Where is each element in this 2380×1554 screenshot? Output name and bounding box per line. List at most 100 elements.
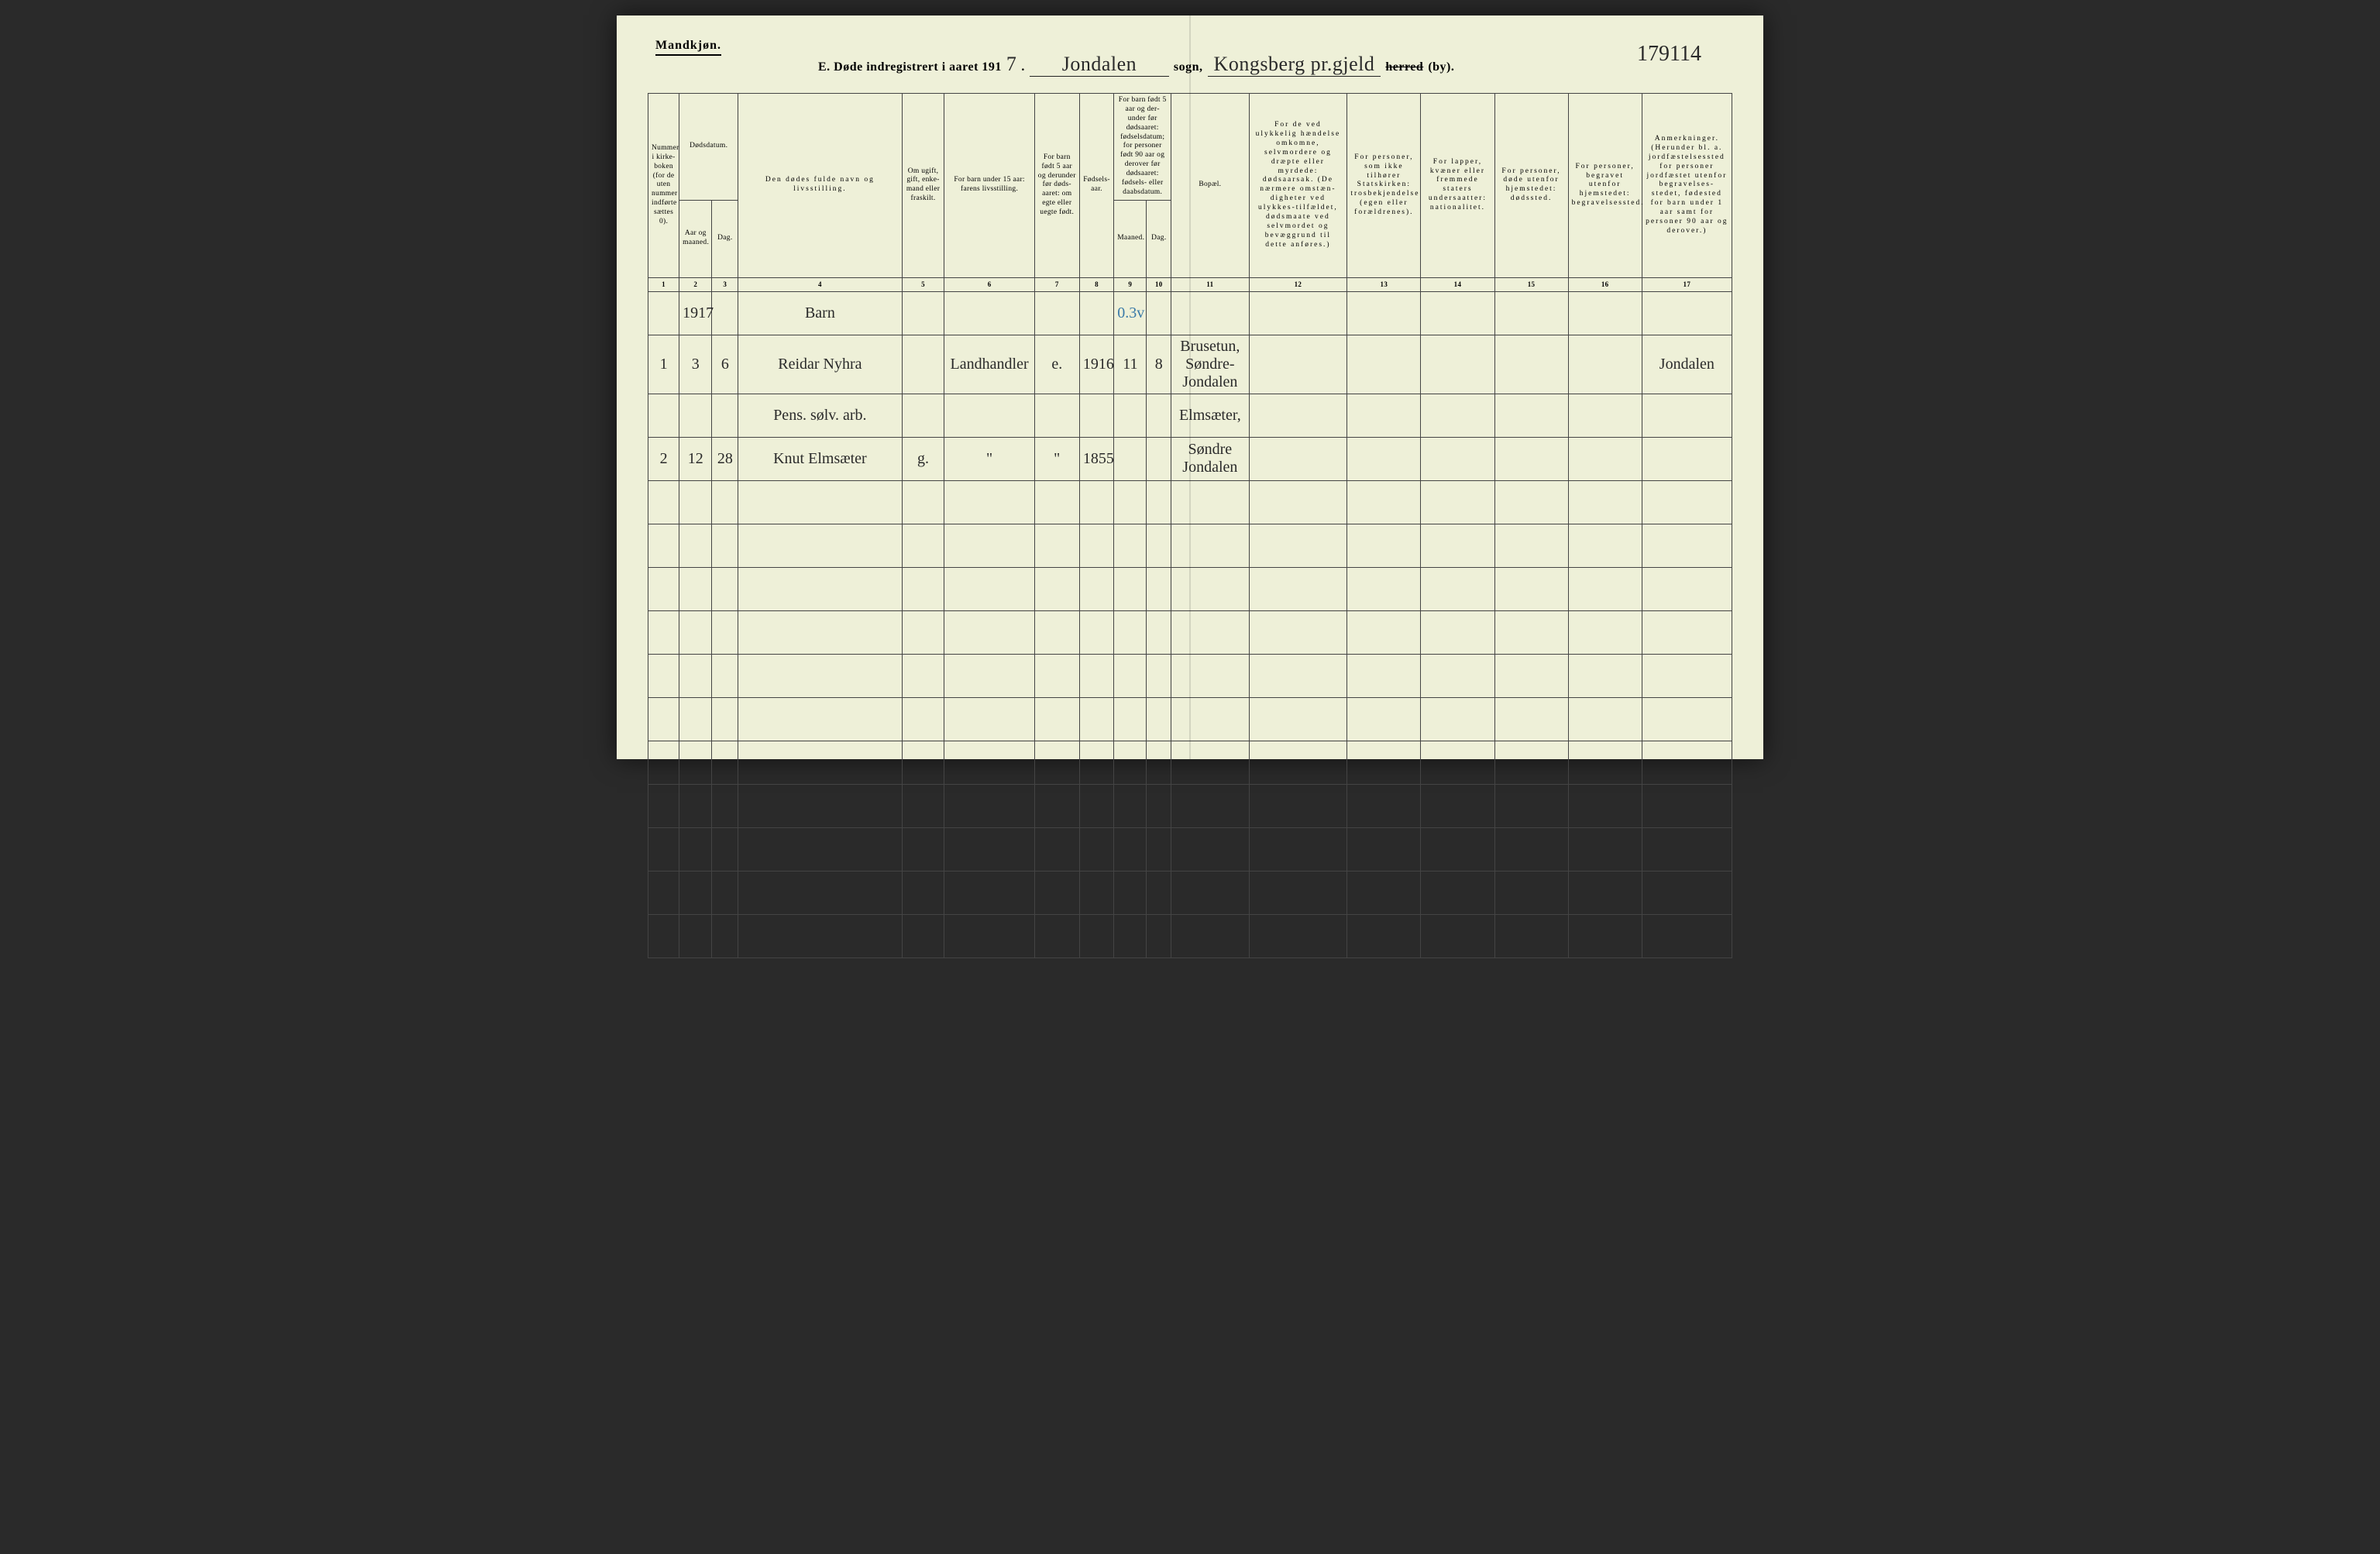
cell-c10: 8: [1147, 335, 1171, 394]
cell-c13: [1347, 437, 1421, 480]
empty-cell: [1079, 480, 1113, 524]
cell-c3: [712, 394, 738, 437]
cell-c7: e.: [1034, 335, 1079, 394]
empty-cell: [902, 567, 944, 610]
empty-cell: [1642, 697, 1732, 741]
empty-cell: [1147, 871, 1171, 914]
col-header-3: Dag.: [712, 200, 738, 277]
col-header-2: Aar og maaned.: [679, 200, 712, 277]
cell-c11: Søndre Jondalen: [1171, 437, 1249, 480]
empty-cell: [648, 697, 679, 741]
colnum: 8: [1079, 277, 1113, 291]
cell-c15: [1494, 437, 1568, 480]
empty-cell: [1249, 697, 1347, 741]
empty-cell: [1171, 654, 1249, 697]
cell-c7: [1034, 394, 1079, 437]
empty-cell: [712, 871, 738, 914]
empty-cell: [1114, 827, 1147, 871]
empty-cell: [1347, 480, 1421, 524]
colnum: 13: [1347, 277, 1421, 291]
col-header-2-group: Dødsdatum.: [679, 94, 738, 201]
empty-cell: [1568, 914, 1642, 957]
empty-cell: [738, 871, 902, 914]
colnum: 9: [1114, 277, 1147, 291]
empty-cell: [1171, 741, 1249, 784]
page-number: 179114: [1637, 42, 1701, 67]
empty-cell: [1079, 784, 1113, 827]
cell-c14: [1421, 291, 1494, 335]
empty-cell: [1568, 784, 1642, 827]
empty-cell: [1079, 697, 1113, 741]
page-header: Mandkjøn. E. Døde indregistrert i aaret …: [648, 39, 1732, 85]
empty-cell: [1347, 871, 1421, 914]
cell-c17: [1642, 394, 1732, 437]
empty-cell: [944, 567, 1034, 610]
cell-c3: [712, 291, 738, 335]
colnum: 5: [902, 277, 944, 291]
table-row-empty: [648, 871, 1732, 914]
colnum: 14: [1421, 277, 1494, 291]
empty-cell: [648, 784, 679, 827]
table-row-empty: [648, 914, 1732, 957]
cell-c15: [1494, 335, 1568, 394]
empty-cell: [944, 741, 1034, 784]
empty-cell: [1114, 697, 1147, 741]
cell-c5: [902, 335, 944, 394]
empty-cell: [738, 784, 902, 827]
empty-cell: [902, 784, 944, 827]
empty-cell: [1421, 784, 1494, 827]
empty-cell: [1494, 914, 1568, 957]
empty-cell: [944, 654, 1034, 697]
empty-cell: [902, 871, 944, 914]
empty-cell: [902, 524, 944, 567]
colnum: 16: [1568, 277, 1642, 291]
empty-cell: [1079, 827, 1113, 871]
cell-c3: 6: [712, 335, 738, 394]
empty-cell: [1642, 524, 1732, 567]
empty-cell: [1171, 524, 1249, 567]
empty-cell: [1034, 480, 1079, 524]
cell-c11: Brusetun, Søndre-Jondalen: [1171, 335, 1249, 394]
empty-cell: [1568, 827, 1642, 871]
empty-cell: [1114, 871, 1147, 914]
col-header-13: For personer, som ikke tilhører Statskir…: [1347, 94, 1421, 278]
gender-label: Mandkjøn.: [655, 39, 721, 56]
cell-c6: Landhandler: [944, 335, 1034, 394]
empty-cell: [1494, 480, 1568, 524]
cell-c5: [902, 394, 944, 437]
empty-cell: [1034, 871, 1079, 914]
empty-cell: [1171, 871, 1249, 914]
empty-cell: [1642, 784, 1732, 827]
cell-c1: [648, 291, 679, 335]
empty-cell: [1147, 654, 1171, 697]
colnum: 10: [1147, 277, 1171, 291]
cell-c9: 11: [1114, 335, 1147, 394]
empty-cell: [1249, 741, 1347, 784]
herred-struck: herred: [1385, 60, 1423, 74]
cell-c17: [1642, 437, 1732, 480]
empty-cell: [1079, 567, 1113, 610]
cell-c6: [944, 394, 1034, 437]
empty-cell: [738, 610, 902, 654]
herred-handwritten: Kongsberg pr.gjeld: [1208, 53, 1381, 77]
cell-c2: 1917: [679, 291, 712, 335]
empty-cell: [1421, 567, 1494, 610]
cell-c16: [1568, 291, 1642, 335]
empty-cell: [902, 654, 944, 697]
cell-c7: [1034, 291, 1079, 335]
col-header-9: Maaned.: [1114, 200, 1147, 277]
cell-c12: [1249, 437, 1347, 480]
empty-cell: [1421, 610, 1494, 654]
empty-cell: [1249, 567, 1347, 610]
empty-cell: [679, 524, 712, 567]
col-header-4: Den dødes fulde navn og livsstilling.: [738, 94, 902, 278]
empty-cell: [1421, 914, 1494, 957]
col-header-14: For lapper, kvæner eller fremmede stater…: [1421, 94, 1494, 278]
empty-cell: [1147, 741, 1171, 784]
col-header-5: Om ugift, gift, enke-mand eller fraskilt…: [902, 94, 944, 278]
empty-cell: [1171, 697, 1249, 741]
cell-c16: [1568, 335, 1642, 394]
cell-c12: [1249, 394, 1347, 437]
empty-cell: [679, 914, 712, 957]
empty-cell: [944, 871, 1034, 914]
